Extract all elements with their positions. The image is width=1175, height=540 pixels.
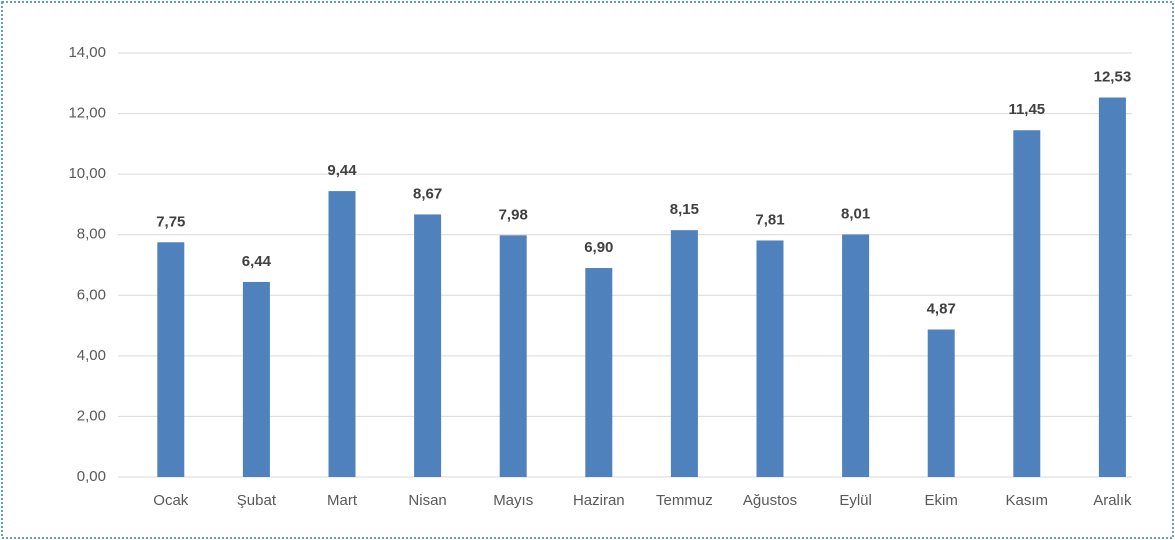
x-tick-label: Kasım <box>1006 492 1049 509</box>
y-tick-label: 6,00 <box>77 286 106 303</box>
bar <box>242 281 270 477</box>
x-tick-label: Haziran <box>573 492 625 509</box>
value-label: 12,53 <box>1094 68 1132 85</box>
x-tick-label: Eylül <box>839 492 872 509</box>
value-label: 7,75 <box>156 213 185 230</box>
y-tick-label: 10,00 <box>68 165 106 182</box>
value-label: 8,15 <box>670 201 699 218</box>
value-label: 11,45 <box>1008 101 1045 118</box>
y-tick-label: 14,00 <box>68 44 106 61</box>
x-tick-label: Ocak <box>153 492 189 509</box>
value-label: 9,44 <box>327 162 357 179</box>
y-tick-label: 0,00 <box>77 468 106 485</box>
x-tick-label: Ekim <box>925 492 958 509</box>
bar <box>1098 97 1126 478</box>
value-label: 8,01 <box>841 205 870 222</box>
bar <box>499 235 527 477</box>
bar <box>414 214 442 477</box>
bar <box>927 329 955 477</box>
x-tick-label: Aralık <box>1093 492 1132 509</box>
value-label: 4,87 <box>927 300 956 317</box>
x-tick-label: Mart <box>327 492 358 509</box>
x-tick-label: Temmuz <box>656 492 713 509</box>
value-label: 7,81 <box>755 211 784 228</box>
bar <box>1013 130 1041 477</box>
x-tick-label: Şubat <box>237 492 277 509</box>
bar <box>756 240 784 477</box>
bar <box>670 230 698 477</box>
y-tick-label: 12,00 <box>68 105 106 122</box>
value-label: 6,90 <box>584 239 613 256</box>
bar <box>157 242 185 477</box>
bar <box>328 191 356 478</box>
bar <box>585 268 613 477</box>
x-tick-label: Nisan <box>408 492 446 509</box>
value-label: 7,98 <box>499 206 528 223</box>
value-label: 8,67 <box>413 185 442 202</box>
x-tick-label: Ağustos <box>743 492 797 509</box>
value-label: 6,44 <box>242 253 272 270</box>
bar <box>842 234 870 477</box>
y-tick-label: 2,00 <box>77 407 106 424</box>
y-tick-label: 4,00 <box>77 347 106 364</box>
y-tick-label: 8,00 <box>77 226 106 243</box>
x-tick-label: Mayıs <box>493 492 533 509</box>
